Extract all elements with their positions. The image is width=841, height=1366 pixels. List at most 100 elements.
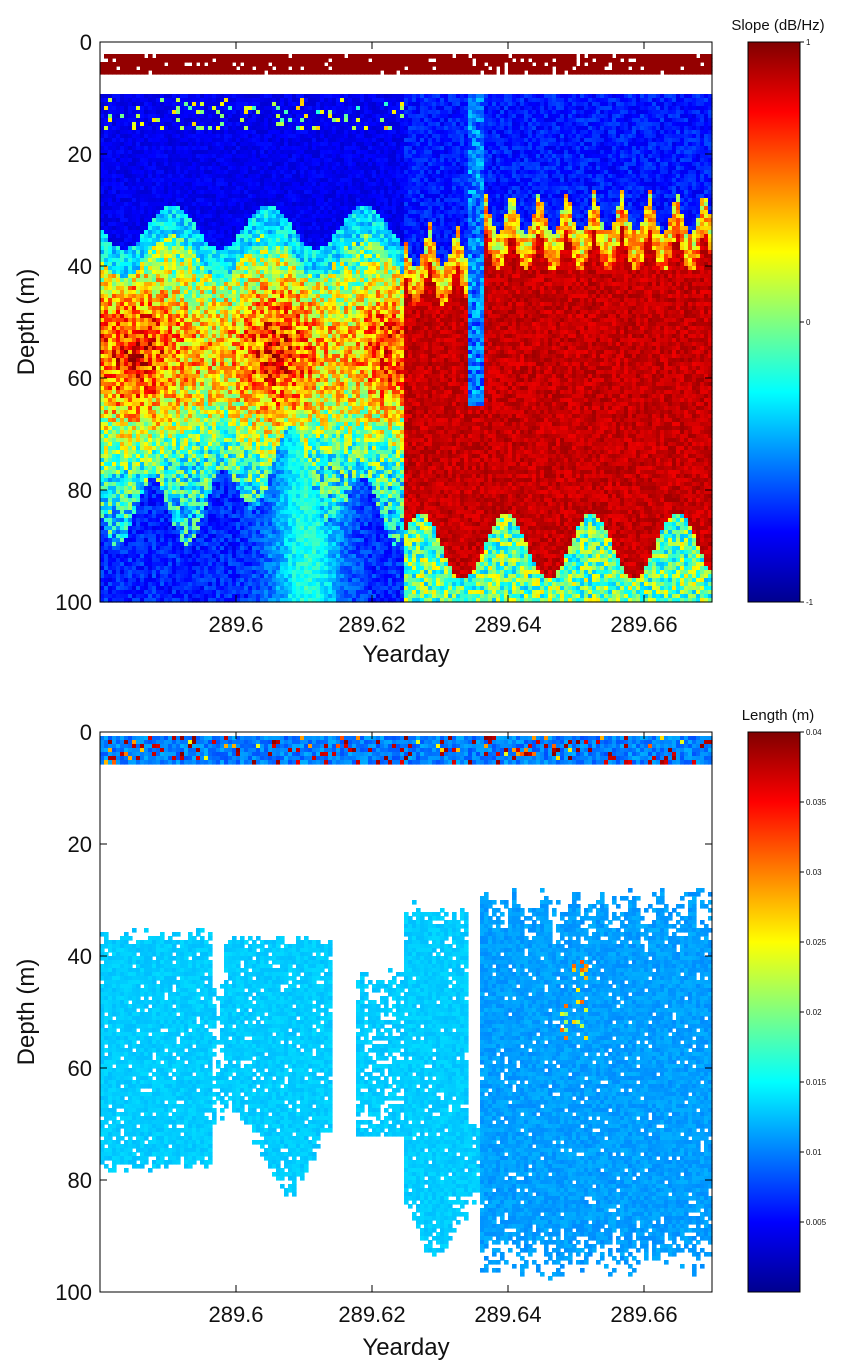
heatmap-cell	[140, 210, 145, 215]
heatmap-cell	[240, 130, 245, 135]
heatmap-cell	[232, 338, 237, 343]
heatmap-cell	[212, 322, 217, 327]
heatmap-cell	[176, 410, 181, 415]
heatmap-cell	[188, 498, 193, 503]
heatmap-cell	[204, 158, 209, 163]
heatmap-cell	[192, 142, 197, 147]
heatmap-cell	[188, 482, 193, 487]
heatmap-cell	[140, 366, 145, 371]
heatmap-cell	[148, 454, 153, 459]
heatmap-cell	[212, 98, 217, 103]
heatmap-cell	[184, 266, 189, 271]
heatmap-cell	[220, 462, 225, 467]
heatmap-cell	[172, 126, 177, 131]
heatmap-cell	[208, 66, 213, 71]
heatmap-cell	[132, 498, 137, 503]
heatmap-cell	[104, 70, 109, 75]
heatmap-cell	[228, 518, 233, 523]
heatmap-cell	[204, 190, 209, 195]
heatmap-cell	[140, 270, 145, 275]
heatmap-cell	[184, 322, 189, 327]
heatmap-cell	[144, 246, 149, 251]
heatmap-cell	[124, 446, 129, 451]
heatmap-cell	[164, 358, 169, 363]
heatmap-cell	[120, 66, 125, 71]
heatmap-cell	[232, 318, 237, 323]
heatmap-cell	[232, 254, 237, 259]
heatmap-cell	[132, 142, 137, 147]
heatmap-cell	[248, 302, 253, 307]
heatmap-cell	[124, 494, 129, 499]
heatmap-cell	[220, 362, 225, 367]
heatmap-cell	[208, 510, 213, 515]
heatmap-cell	[148, 486, 153, 491]
heatmap-cell	[192, 214, 197, 219]
heatmap-cell	[124, 190, 129, 195]
heatmap-cell	[196, 58, 201, 63]
heatmap-cell	[152, 122, 157, 127]
heatmap-cell	[212, 206, 217, 211]
heatmap-cell	[204, 542, 209, 547]
heatmap-cell	[144, 70, 149, 75]
heatmap-cell	[236, 458, 241, 463]
heatmap-cell	[192, 266, 197, 271]
heatmap-cell	[244, 102, 249, 107]
heatmap-cell	[188, 194, 193, 199]
heatmap-cell	[248, 166, 253, 171]
heatmap-cell	[172, 558, 177, 563]
heatmap-cell	[188, 98, 193, 103]
heatmap-cell	[236, 102, 241, 107]
heatmap-cell	[108, 562, 113, 567]
heatmap-cell	[184, 370, 189, 375]
heatmap-cell	[208, 274, 213, 279]
heatmap-cell	[140, 474, 145, 479]
heatmap-cell	[216, 302, 221, 307]
heatmap-cell	[160, 186, 165, 191]
heatmap-cell	[216, 138, 221, 143]
heatmap-cell	[188, 406, 193, 411]
heatmap-cell	[100, 506, 105, 511]
heatmap-cell	[160, 366, 165, 371]
heatmap-cell	[132, 570, 137, 575]
heatmap-cell	[180, 234, 185, 239]
heatmap-cell	[232, 118, 237, 123]
heatmap-cell	[156, 198, 161, 203]
heatmap-cell	[136, 274, 141, 279]
heatmap-cell	[164, 474, 169, 479]
heatmap-cell	[212, 290, 217, 295]
heatmap-cell	[144, 570, 149, 575]
heatmap-cell	[152, 342, 157, 347]
heatmap-cell	[184, 354, 189, 359]
heatmap-cell	[140, 462, 145, 467]
heatmap-cell	[180, 438, 185, 443]
heatmap-cell	[132, 346, 137, 351]
heatmap-cell	[164, 498, 169, 503]
heatmap-cell	[192, 166, 197, 171]
heatmap-cell	[112, 318, 117, 323]
heatmap-cell	[216, 166, 221, 171]
heatmap-cell	[128, 186, 133, 191]
heatmap-cell	[108, 122, 113, 127]
heatmap-cell	[156, 494, 161, 499]
heatmap-cell	[140, 150, 145, 155]
heatmap-cell	[152, 178, 157, 183]
heatmap-cell	[160, 66, 165, 71]
heatmap-cell	[164, 550, 169, 555]
heatmap-cell	[172, 62, 177, 67]
heatmap-cell	[236, 138, 241, 143]
heatmap-cell	[188, 590, 193, 595]
heatmap-cell	[228, 170, 233, 175]
heatmap-cell	[224, 514, 229, 519]
heatmap-cell	[168, 446, 173, 451]
heatmap-cell	[220, 554, 225, 559]
heatmap-cell	[100, 302, 105, 307]
heatmap-cell	[212, 354, 217, 359]
heatmap-cell	[164, 402, 169, 407]
heatmap-cell	[132, 174, 137, 179]
heatmap-cell	[164, 306, 169, 311]
heatmap-cell	[136, 178, 141, 183]
heatmap-cell	[148, 162, 153, 167]
heatmap-cell	[248, 282, 253, 287]
heatmap-cell	[144, 194, 149, 199]
heatmap-cell	[248, 550, 253, 555]
